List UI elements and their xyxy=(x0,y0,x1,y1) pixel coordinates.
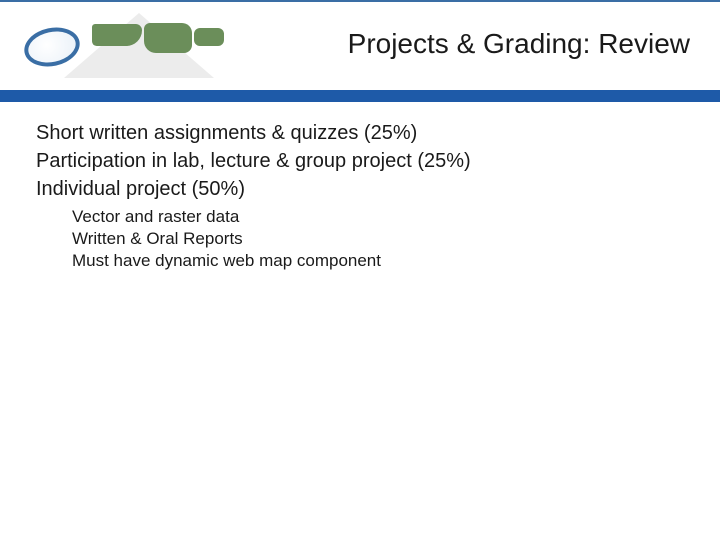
grading-item: Short written assignments & quizzes (25%… xyxy=(36,120,676,147)
header-region: Projects & Grading: Review xyxy=(0,0,720,90)
landmass-europe xyxy=(92,24,142,46)
project-requirement: Vector and raster data xyxy=(72,206,676,228)
landmass-oceania xyxy=(194,28,224,46)
logo-world-map xyxy=(14,8,224,78)
slide-title: Projects & Grading: Review xyxy=(348,28,690,60)
content-area: Short written assignments & quizzes (25%… xyxy=(36,120,676,272)
project-requirement: Must have dynamic web map component xyxy=(72,250,676,272)
project-requirement: Written & Oral Reports xyxy=(72,228,676,250)
landmass-asia xyxy=(144,23,192,53)
grading-item: Participation in lab, lecture & group pr… xyxy=(36,148,676,175)
grading-item: Individual project (50%) xyxy=(36,176,676,203)
sub-list: Vector and raster data Written & Oral Re… xyxy=(72,206,676,272)
divider-bar xyxy=(0,90,720,102)
